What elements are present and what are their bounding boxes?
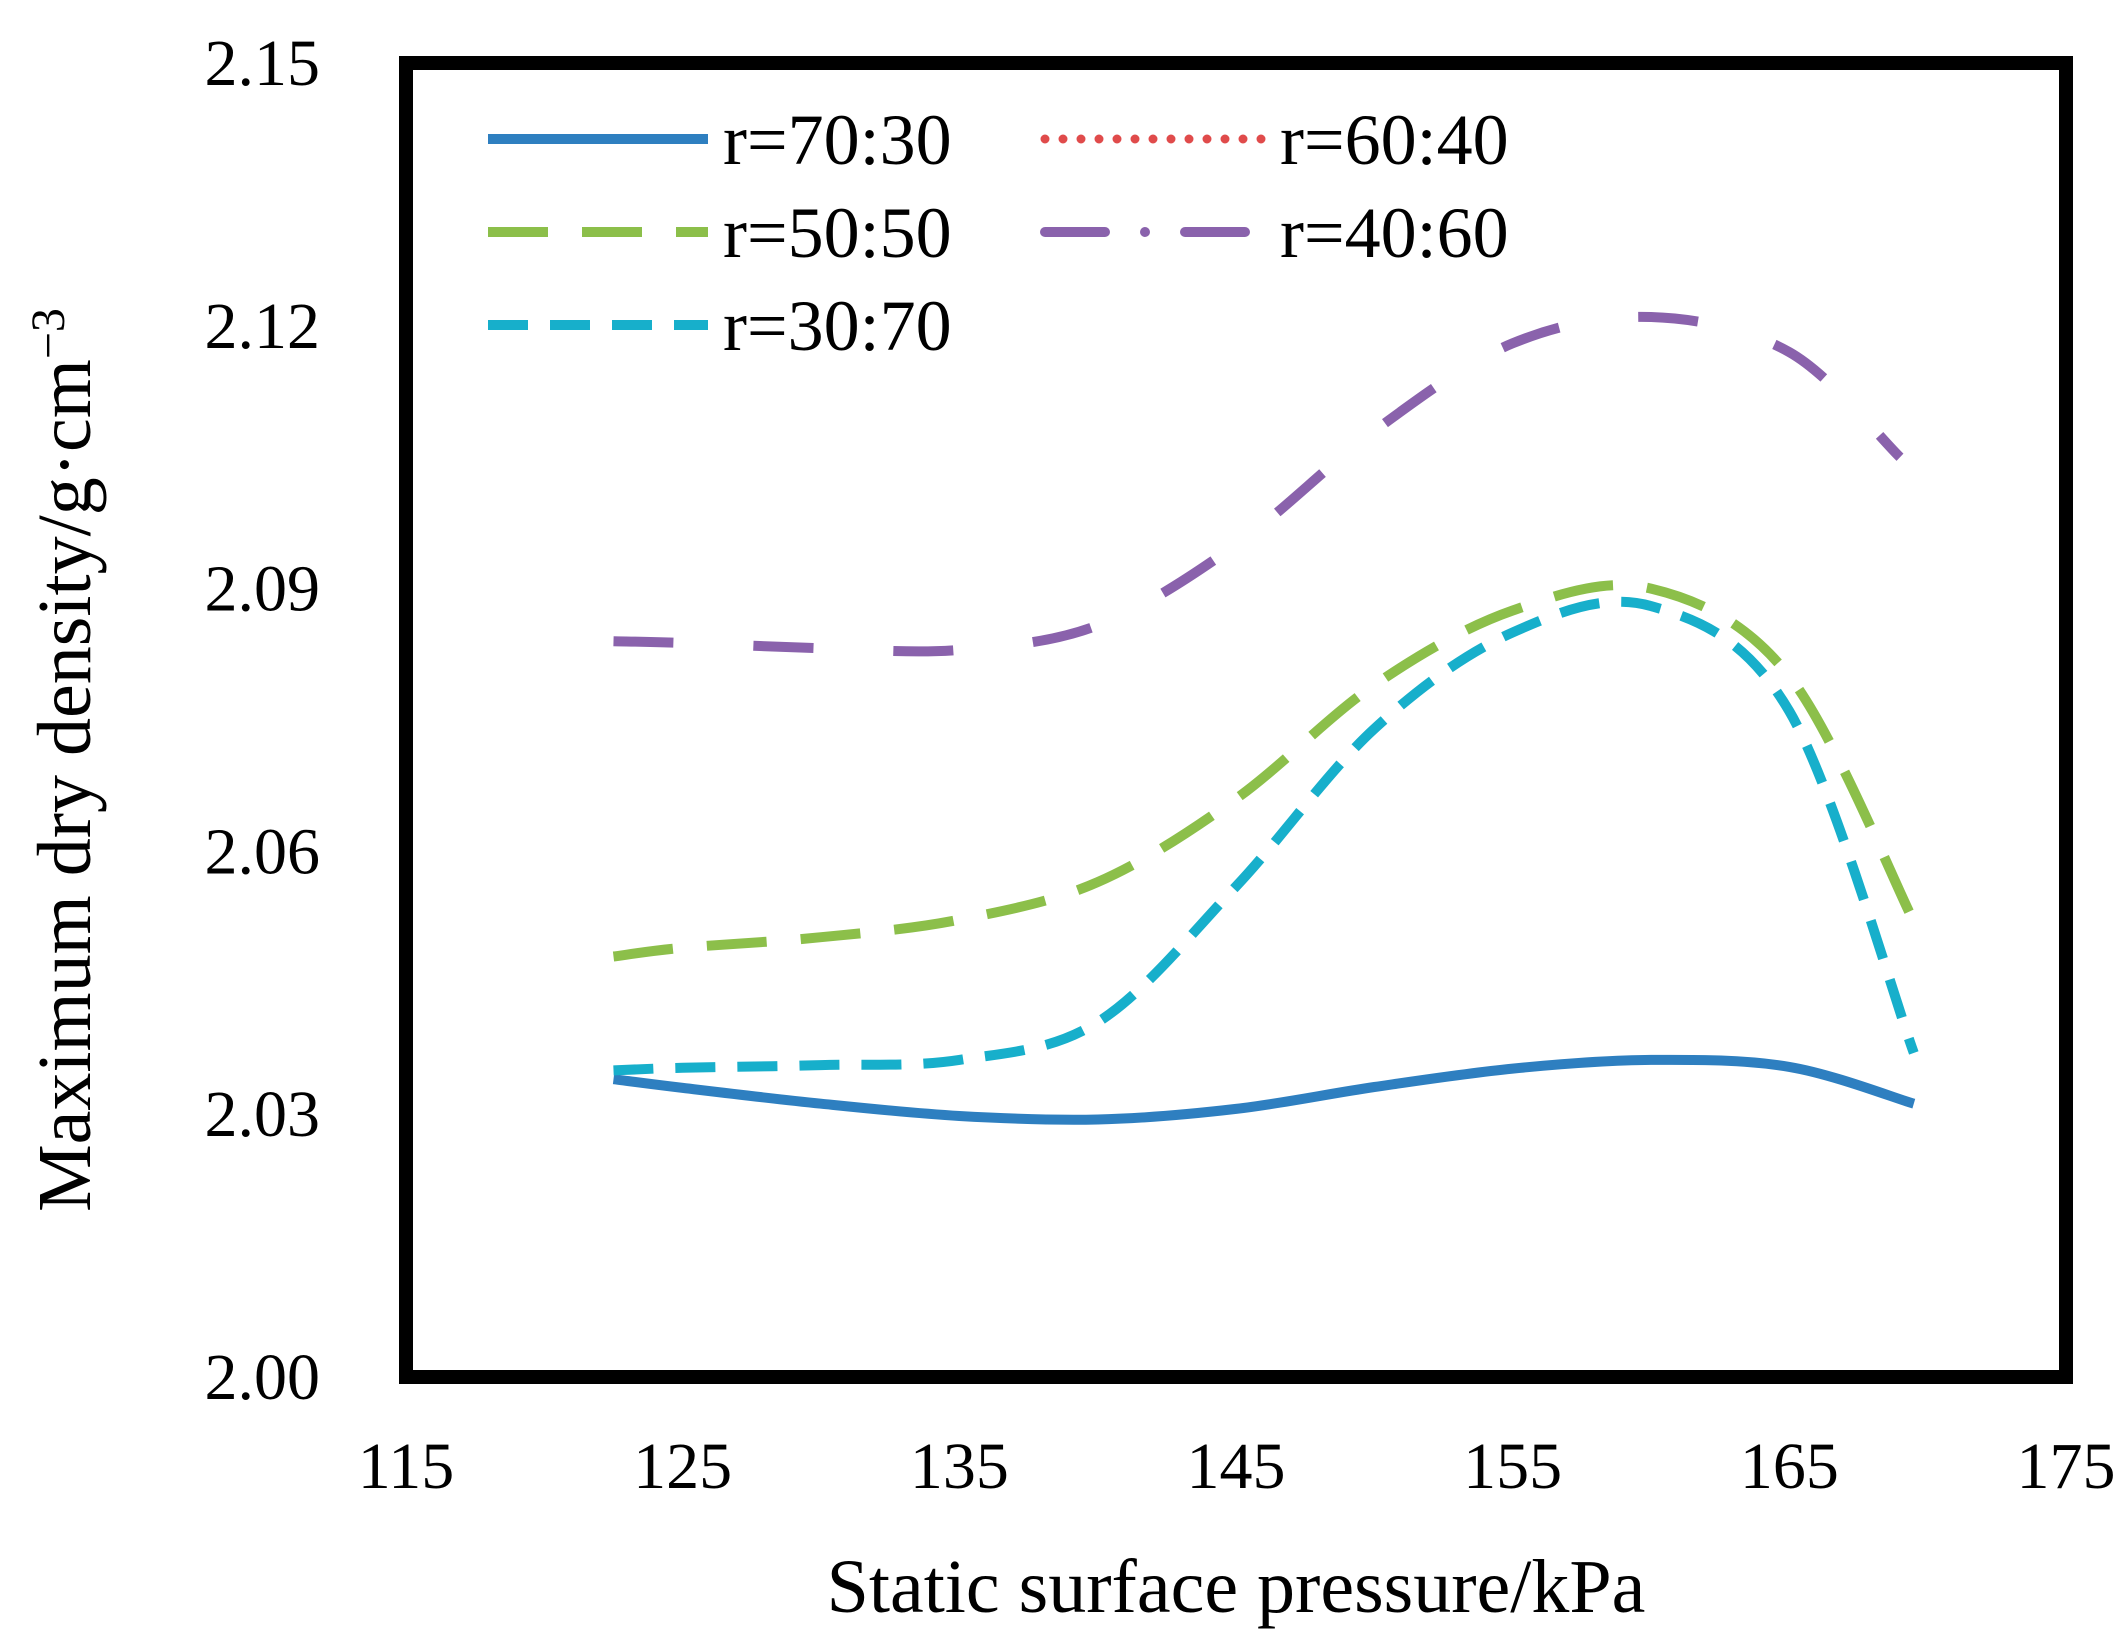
legend: r=70:30 r=60:40 r=50:50 r=40:60 r=30:70 xyxy=(488,100,1509,366)
x-tick-label: 115 xyxy=(358,1430,455,1503)
plot-frame xyxy=(399,56,2073,1384)
y-tick-label: 2.03 xyxy=(205,1078,321,1151)
x-tick-label: 175 xyxy=(2017,1430,2116,1503)
y-tick-label: 2.15 xyxy=(205,27,321,100)
x-tick-label: 135 xyxy=(910,1430,1009,1503)
legend-label: r=50:50 xyxy=(723,193,952,273)
x-tick-label: 165 xyxy=(1740,1430,1839,1503)
y-axis-title-superscript: −3 xyxy=(22,308,75,359)
series-line-r-70-30 xyxy=(612,1054,1916,1125)
legend-label: r=40:60 xyxy=(1280,193,1509,273)
x-tick-label: 145 xyxy=(1187,1430,1286,1503)
x-tick-label: 155 xyxy=(1463,1430,1562,1503)
y-axis-title-main: Maximum dry density/g·cm xyxy=(23,359,107,1212)
series-line-r-50-50 xyxy=(612,580,1919,962)
y-tick-label: 2.09 xyxy=(205,553,321,626)
y-axis-title: Maximum dry density/g·cm−3 xyxy=(22,308,108,1212)
series-layer xyxy=(612,311,1919,1125)
y-axis-ticks: 2.00 2.03 2.06 2.09 2.12 2.15 xyxy=(205,27,321,1414)
legend-label: r=30:70 xyxy=(723,286,952,366)
y-tick-label: 2.12 xyxy=(205,290,321,363)
x-axis-title: Static surface pressure/kPa xyxy=(827,1545,1646,1629)
legend-label: r=70:30 xyxy=(723,100,952,180)
x-axis-ticks: 115 125 135 145 155 165 175 xyxy=(358,1430,2116,1503)
series-line-r-30-70 xyxy=(613,596,1919,1076)
y-tick-label: 2.06 xyxy=(205,815,321,888)
x-tick-label: 125 xyxy=(633,1430,732,1503)
legend-label: r=60:40 xyxy=(1280,100,1509,180)
y-tick-label: 2.00 xyxy=(205,1341,321,1414)
